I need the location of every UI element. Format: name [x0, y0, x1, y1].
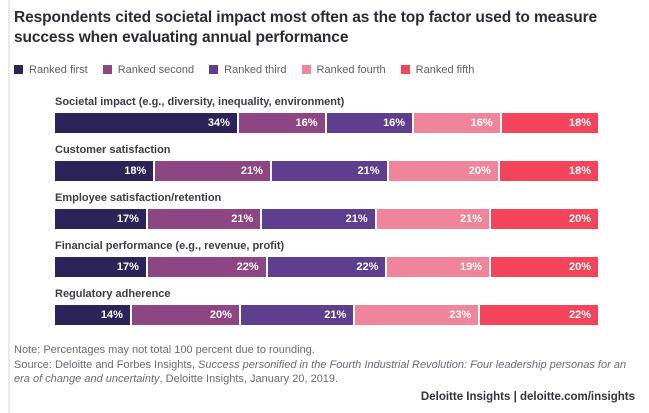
bar-segment-ranked-third: 21%	[271, 161, 387, 182]
segment-value-label: 19%	[459, 261, 483, 274]
bar-segment-ranked-first: 17%	[55, 209, 146, 230]
segment-value-label: 21%	[357, 165, 380, 178]
segment-value-label: 20%	[568, 261, 592, 274]
bar-segment-ranked-second: 21%	[155, 161, 270, 182]
bar-segment-ranked-fifth: 20%	[491, 257, 599, 278]
segment-value-label: 20%	[568, 213, 591, 226]
source-title: Success personified in the Fourth Indust…	[14, 358, 627, 386]
legend-label: Ranked first	[29, 63, 88, 76]
bar-segment-ranked-third: 22%	[267, 257, 386, 278]
segment-value-label: 18%	[124, 165, 147, 178]
segment-value-label: 17%	[116, 261, 139, 274]
chart-row: Financial performance (e.g., revenue, pr…	[55, 240, 599, 278]
segment-value-label: 17%	[116, 213, 139, 226]
legend-item-ranked-third: Ranked third	[209, 63, 287, 76]
segment-value-label: 22%	[356, 261, 379, 274]
segment-value-label: 22%	[568, 309, 591, 322]
segment-value-label: 21%	[324, 309, 347, 322]
segment-value-label: 21%	[459, 213, 482, 226]
chart-row: Regulatory adherence 14% 20% 21% 23% 22%	[55, 288, 598, 326]
segment-value-label: 21%	[240, 165, 263, 178]
segment-value-label: 20%	[468, 165, 491, 178]
legend-swatch-icon	[209, 65, 219, 75]
segment-value-label: 20%	[209, 309, 232, 322]
segment-value-label: 14%	[100, 309, 123, 322]
legend-swatch-icon	[301, 65, 311, 75]
stacked-bar: 17% 22% 22% 19% 20%	[55, 257, 599, 278]
category-label: Employee satisfaction/retention	[55, 192, 222, 205]
stacked-bar: 18% 21% 21% 20% 18%	[55, 161, 598, 182]
segment-value-label: 18%	[568, 117, 591, 130]
legend-item-ranked-fifth: Ranked fifth	[400, 63, 475, 76]
chart-title: Respondents cited societal impact most o…	[14, 9, 598, 46]
bar-segment-ranked-fourth: 20%	[388, 161, 498, 182]
deloitte-insights-brand: Deloitte Insights | deloitte.com/insight…	[420, 390, 635, 403]
category-label: Societal impact (e.g., diversity, inequa…	[55, 96, 345, 109]
category-label: Financial performance (e.g., revenue, pr…	[55, 240, 285, 253]
bar-segment-ranked-fifth: 20%	[490, 209, 598, 230]
segment-value-label: 34%	[207, 117, 230, 130]
chart-row: Customer satisfaction 18% 21% 21% 20% 18%	[55, 144, 598, 182]
bar-segment-ranked-first: 14%	[55, 305, 130, 326]
bar-segment-ranked-fourth: 16%	[414, 113, 500, 134]
legend-item-ranked-fourth: Ranked fourth	[301, 63, 386, 76]
bar-segment-ranked-fourth: 19%	[387, 257, 490, 278]
segment-value-label: 18%	[568, 165, 591, 178]
chart-row: Employee satisfaction/retention 17% 21% 21%…	[55, 192, 598, 230]
bar-segment-ranked-fifth: 18%	[501, 113, 598, 134]
legend-item-ranked-second: Ranked second	[102, 63, 195, 76]
bar-segment-ranked-second: 20%	[131, 305, 239, 326]
segment-value-label: 16%	[383, 117, 406, 130]
bar-segment-ranked-first: 18%	[55, 161, 154, 182]
source-suffix: , Deloitte Insights, January 20, 2019.	[159, 373, 339, 386]
left-border-line	[8, 0, 10, 413]
bar-segment-ranked-fourth: 23%	[355, 305, 479, 326]
segment-value-label: 21%	[231, 213, 254, 226]
bar-segment-ranked-third: 21%	[262, 209, 375, 230]
legend-item-ranked-first: Ranked first	[14, 64, 88, 76]
segment-value-label: 23%	[449, 309, 472, 322]
chart-row: Societal impact (e.g., diversity, inequa…	[55, 96, 598, 134]
legend-label: Ranked second	[117, 63, 195, 76]
legend-swatch-icon	[102, 65, 112, 75]
bar-segment-ranked-fourth: 21%	[376, 209, 489, 230]
bar-segment-ranked-second: 22%	[147, 257, 266, 278]
stacked-bar: 17% 21% 21% 21% 20%	[55, 209, 598, 230]
legend-swatch-icon	[14, 65, 23, 75]
bar-segment-ranked-first: 17%	[55, 257, 146, 278]
category-label: Customer satisfaction	[55, 144, 171, 157]
category-label: Regulatory adherence	[55, 288, 171, 301]
legend-label: Ranked third	[224, 63, 287, 76]
legend-label: Ranked fifth	[415, 63, 475, 76]
legend-label: Ranked fourth	[316, 63, 386, 76]
source-prefix: Source: Deloitte and Forbes Insights,	[14, 358, 199, 371]
chart-rows: Societal impact (e.g., diversity, inequa…	[55, 96, 599, 326]
stacked-bar: 34% 16% 16% 16% 18%	[55, 113, 598, 134]
bar-segment-ranked-second: 16%	[238, 113, 325, 134]
bar-segment-ranked-third: 16%	[326, 113, 413, 134]
stacked-bar: 14% 20% 21% 23% 22%	[55, 305, 598, 326]
segment-value-label: 21%	[345, 213, 368, 226]
segment-value-label: 16%	[470, 117, 493, 130]
note-text: Note: Percentages may not total 100 perc…	[14, 344, 315, 357]
legend: Ranked first Ranked second Ranked third Ran…	[14, 63, 635, 76]
segment-value-label: 22%	[236, 261, 259, 274]
legend-swatch-icon	[400, 65, 410, 75]
source-text: Source: Deloitte and Forbes Insights, Su…	[14, 358, 635, 387]
segment-value-label: 16%	[295, 117, 318, 130]
bar-segment-ranked-fifth: 18%	[499, 161, 598, 182]
bar-segment-ranked-fifth: 22%	[480, 305, 598, 326]
bar-segment-ranked-third: 21%	[240, 305, 354, 326]
bar-segment-ranked-second: 21%	[147, 209, 261, 230]
bar-segment-ranked-first: 34%	[55, 113, 237, 134]
footer: Note: Percentages may not total 100 perc…	[14, 343, 635, 403]
